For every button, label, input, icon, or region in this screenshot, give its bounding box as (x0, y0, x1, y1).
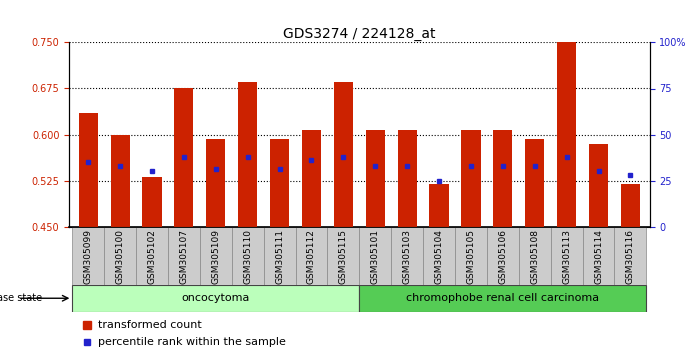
Text: GSM305112: GSM305112 (307, 229, 316, 284)
Bar (430, 184, 448, 227)
Bar (334, 82, 353, 227)
Text: percentile rank within the sample: percentile rank within the sample (98, 337, 286, 347)
Bar (589, 144, 608, 227)
Text: GSM305115: GSM305115 (339, 229, 348, 285)
Bar (551, 227, 583, 285)
Bar (493, 130, 513, 227)
Bar (621, 184, 640, 227)
Bar (168, 227, 200, 285)
Bar (359, 227, 391, 285)
Bar (79, 113, 98, 227)
Text: GSM305103: GSM305103 (403, 229, 412, 285)
Text: GSM305108: GSM305108 (530, 229, 539, 285)
Text: GSM305102: GSM305102 (147, 229, 157, 284)
Bar (302, 130, 321, 227)
Bar (366, 130, 385, 227)
Bar (462, 130, 480, 227)
Bar (142, 177, 162, 227)
Bar (270, 139, 289, 227)
Text: GSM305107: GSM305107 (180, 229, 189, 285)
Bar (174, 88, 193, 227)
Bar (238, 82, 257, 227)
Bar (359, 285, 646, 312)
Text: GSM305101: GSM305101 (371, 229, 380, 285)
Bar (104, 227, 136, 285)
Bar (296, 227, 328, 285)
Bar (264, 227, 296, 285)
Text: GSM305113: GSM305113 (562, 229, 571, 285)
Bar (73, 227, 104, 285)
Bar (455, 227, 487, 285)
Text: GSM305100: GSM305100 (115, 229, 124, 285)
Text: GSM305105: GSM305105 (466, 229, 475, 285)
Text: GSM305104: GSM305104 (435, 229, 444, 284)
Text: GSM305110: GSM305110 (243, 229, 252, 285)
Bar (111, 135, 130, 227)
Bar (136, 227, 168, 285)
Text: GSM305116: GSM305116 (626, 229, 635, 285)
Bar (519, 227, 551, 285)
Bar (557, 42, 576, 227)
Text: GSM305111: GSM305111 (275, 229, 284, 285)
Bar (525, 139, 545, 227)
Text: GSM305114: GSM305114 (594, 229, 603, 284)
Text: disease state: disease state (0, 293, 41, 303)
Text: transformed count: transformed count (98, 320, 202, 330)
Text: GSM305106: GSM305106 (498, 229, 507, 285)
Bar (231, 227, 264, 285)
Text: GSM305109: GSM305109 (211, 229, 220, 285)
Bar (397, 130, 417, 227)
Title: GDS3274 / 224128_at: GDS3274 / 224128_at (283, 28, 435, 41)
Bar (200, 227, 231, 285)
Text: chromophobe renal cell carcinoma: chromophobe renal cell carcinoma (406, 293, 599, 303)
Text: GSM305099: GSM305099 (84, 229, 93, 285)
Bar (423, 227, 455, 285)
Bar (206, 139, 225, 227)
Bar (487, 227, 519, 285)
Bar (583, 227, 614, 285)
Bar (328, 227, 359, 285)
Text: oncocytoma: oncocytoma (182, 293, 250, 303)
Bar (73, 285, 359, 312)
Bar (614, 227, 646, 285)
Bar (391, 227, 423, 285)
